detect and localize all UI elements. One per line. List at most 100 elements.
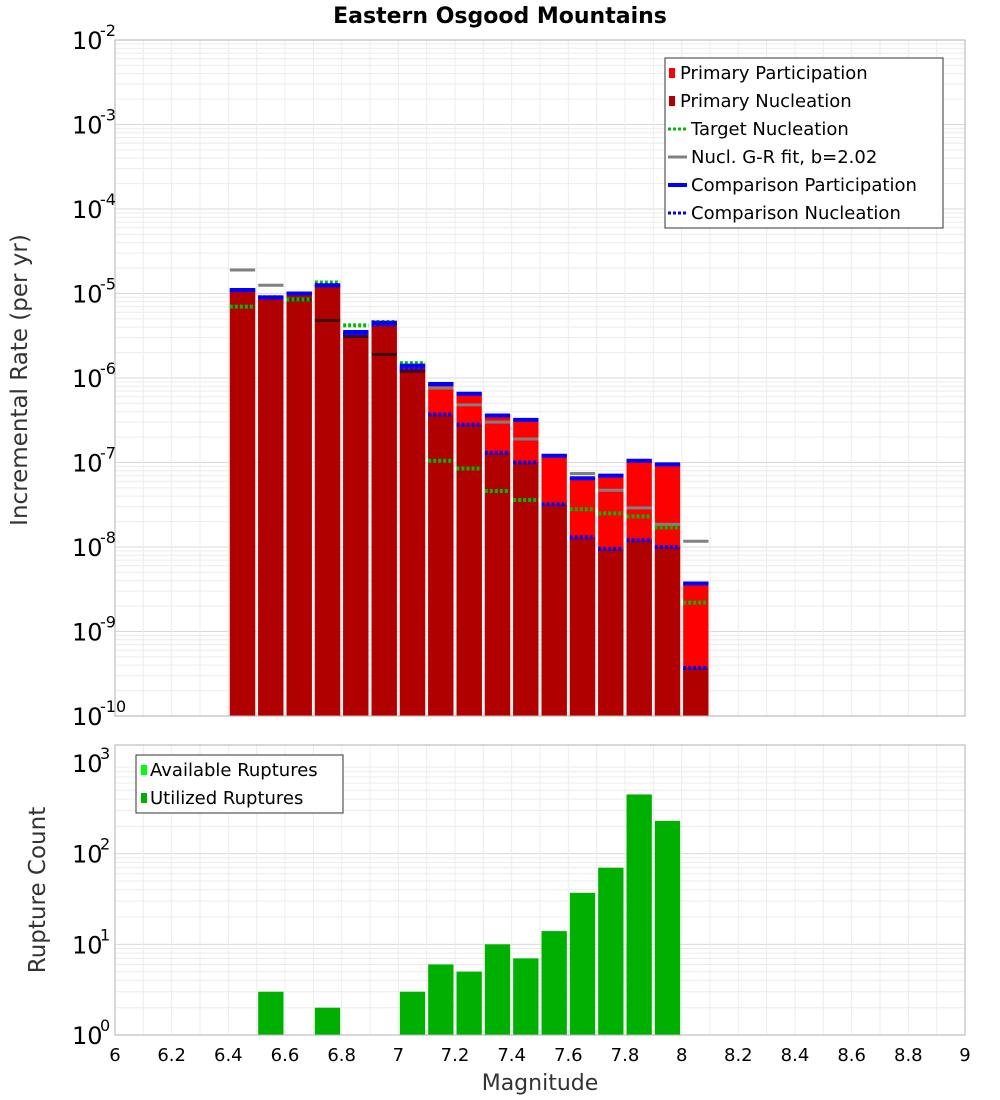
x-tick-label: 8.2 xyxy=(724,1045,753,1066)
y-tick-label: 10-9 xyxy=(72,613,116,647)
rupture-count-bar xyxy=(258,991,284,1035)
rupture-count-bar xyxy=(399,991,426,1035)
nucleation-bar xyxy=(654,547,681,716)
y-tick-exponent: -9 xyxy=(100,613,116,632)
y-tick-base: 10 xyxy=(72,1022,103,1050)
top-legend: Primary Participation Primary Nucleation T… xyxy=(664,57,944,229)
y-tick-base: 10 xyxy=(72,112,103,140)
y-tick-exponent: -7 xyxy=(100,444,116,463)
legend-swatch xyxy=(669,68,675,78)
x-tick-label: 7.8 xyxy=(611,1045,640,1066)
legend-swatch xyxy=(141,765,147,775)
y-tick-exponent: -2 xyxy=(100,21,116,40)
legend-item: Primary Nucleation xyxy=(669,91,852,112)
y-tick-base: 10 xyxy=(72,365,103,393)
rupture-count-bar xyxy=(428,964,454,1035)
legend-label: Nucl. G-R fit, b=2.02 xyxy=(691,147,877,168)
rupture-count-bar xyxy=(314,1007,341,1035)
legend-item: Available Ruptures xyxy=(141,760,318,781)
bottom-plot-border xyxy=(114,744,966,1036)
y-tick-base: 10 xyxy=(72,450,103,478)
legend-item: Comparison Participation xyxy=(668,175,917,196)
y-tick-exponent: -4 xyxy=(100,190,116,209)
legend-label: Target Nucleation xyxy=(690,119,849,140)
legend-item: Primary Participation xyxy=(669,63,868,84)
y-tick-label: 101 xyxy=(72,925,110,959)
legend-label: Utilized Ruptures xyxy=(150,788,303,809)
x-tick-label: 6.6 xyxy=(271,1045,300,1066)
bottom-legend: Available Ruptures Utilized Ruptures xyxy=(135,754,344,814)
y-tick-exponent: -6 xyxy=(100,359,116,378)
nucleation-bar xyxy=(541,504,567,716)
top-y-axis-label: Incremental Rate (per yr) xyxy=(7,234,33,526)
nucleation-bar xyxy=(343,334,369,716)
nucleation-bar xyxy=(229,290,256,716)
y-tick-exponent: -8 xyxy=(100,528,116,547)
rupture-count-bar xyxy=(654,820,681,1035)
y-tick-label: 10-5 xyxy=(72,275,116,309)
legend-label: Available Ruptures xyxy=(150,760,318,781)
legend-label: Primary Participation xyxy=(680,63,868,84)
x-tick-label: 6.8 xyxy=(327,1045,356,1066)
x-tick-label: 8.8 xyxy=(894,1045,923,1066)
y-tick-base: 10 xyxy=(72,931,103,959)
nucleation-bar xyxy=(456,424,482,716)
rupture-count-bar xyxy=(598,867,624,1035)
x-tick-label: 6.2 xyxy=(157,1045,186,1066)
y-tick-label: 100 xyxy=(72,1016,110,1050)
x-tick-label: 7 xyxy=(393,1045,404,1066)
y-tick-label: 10-10 xyxy=(72,697,126,731)
y-tick-exponent: 3 xyxy=(100,744,110,763)
y-tick-exponent: -5 xyxy=(100,275,116,294)
top-legend-box xyxy=(664,57,944,229)
nucleation-bar xyxy=(258,297,284,716)
x-tick-label: 7.4 xyxy=(497,1045,526,1066)
y-tick-exponent: 0 xyxy=(100,1016,110,1035)
rupture-count-bar xyxy=(626,794,652,1035)
x-tick-label: 6.4 xyxy=(214,1045,243,1066)
y-tick-label: 10-3 xyxy=(72,106,116,140)
y-tick-label: 102 xyxy=(72,835,110,869)
bottom-bars xyxy=(258,794,681,1035)
legend-label: Comparison Participation xyxy=(691,175,917,196)
legend-swatch xyxy=(669,96,675,106)
y-tick-label: 103 xyxy=(72,744,110,778)
x-tick-labels: 6 6.2 6.4 6.6 6.8 7 7.2 7.4 7.6 7.8 8 8.2 8.4 8.6 8.8 9 xyxy=(109,1045,970,1066)
x-tick-label: 8.4 xyxy=(781,1045,810,1066)
bottom-legend-box xyxy=(135,754,344,814)
x-tick-label: 9 xyxy=(959,1045,970,1066)
nucleation-bar xyxy=(513,462,539,716)
x-axis-label: Magnitude xyxy=(482,1071,599,1096)
y-tick-base: 10 xyxy=(72,281,103,309)
rupture-count-bar xyxy=(484,944,511,1035)
nucleation-bar xyxy=(286,293,312,716)
legend-item: Utilized Ruptures xyxy=(141,788,303,809)
rupture-count-bar xyxy=(456,971,482,1035)
y-tick-base: 10 xyxy=(72,619,103,647)
nucleation-bar xyxy=(399,368,426,716)
y-tick-base: 10 xyxy=(72,841,103,869)
y-tick-base: 10 xyxy=(72,750,103,778)
rupture-count-bar xyxy=(541,931,567,1035)
y-tick-label: 10-4 xyxy=(72,190,116,224)
y-tick-base: 10 xyxy=(72,534,103,562)
top-lines xyxy=(229,268,709,670)
bottom-y-axis-label: Rupture Count xyxy=(25,807,51,973)
top-plot-border xyxy=(114,39,966,717)
nucleation-bar xyxy=(428,414,454,716)
y-tick-exponent: 2 xyxy=(100,835,110,854)
legend-item: Target Nucleation xyxy=(668,119,849,140)
x-tick-label: 6 xyxy=(109,1045,120,1066)
y-tick-label: 10-8 xyxy=(72,528,116,562)
legend-label: Comparison Nucleation xyxy=(691,203,901,224)
nucleation-bar xyxy=(484,452,511,716)
nucleation-bar xyxy=(683,667,709,716)
nucleation-bar xyxy=(598,548,624,716)
y-tick-base: 10 xyxy=(72,196,103,224)
rupture-count-bar xyxy=(569,892,596,1035)
